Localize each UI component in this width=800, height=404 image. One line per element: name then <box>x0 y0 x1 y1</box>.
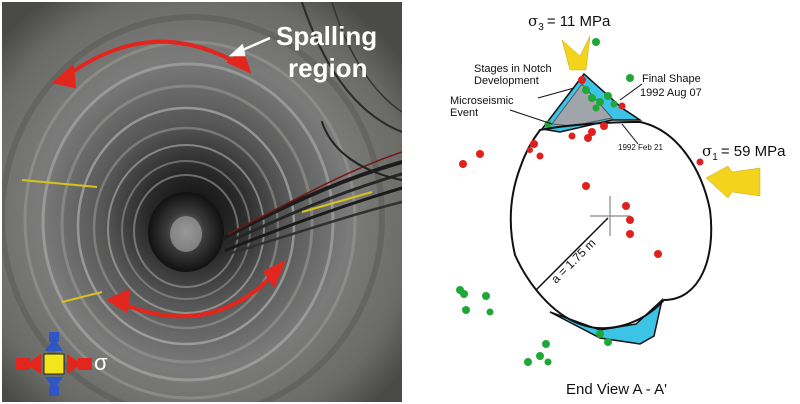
tunnel-far-light <box>170 216 202 252</box>
red-events <box>459 76 704 258</box>
leader-lines <box>509 83 643 145</box>
stages-label-line2: Development <box>474 75 539 87</box>
microseismic-label-line2: Event <box>450 107 478 119</box>
feb-label: 1992 Feb 21 <box>618 143 663 152</box>
label-pointer-arrow <box>228 36 271 57</box>
sigma3-label: σ3 = 11 MPa <box>528 12 611 33</box>
microseismic-label-line1: Microseismic <box>450 95 514 107</box>
spalling-arrow-top <box>51 39 252 89</box>
sigma1-label: σ1 = 59 MPa <box>702 142 786 163</box>
spalling-label-line2: region <box>288 53 367 83</box>
photo-sigma-symbol: σ <box>94 350 108 375</box>
green-events <box>456 38 634 366</box>
tunnel-outline <box>509 120 713 330</box>
final-shape-label-line1: Final Shape <box>642 73 701 85</box>
caption: End View A - A' <box>566 381 667 398</box>
sigma1-arrow <box>705 165 761 199</box>
spalling-arrow-bottom <box>105 259 286 319</box>
radius-line <box>535 217 609 291</box>
stages-label-line1: Stages in Notch <box>474 63 552 75</box>
end-view-diagram: a = 1.75 m <box>405 0 800 404</box>
borehole-photo: Spalling region σ <box>2 2 402 402</box>
final-shape-label-line2: 1992 Aug 07 <box>640 87 702 99</box>
spalling-label-line1: Spalling <box>276 21 377 51</box>
center-cross <box>590 196 630 236</box>
stress-direction-icon <box>16 332 92 396</box>
cables <box>222 2 402 256</box>
yellow-survey-marks <box>21 179 373 303</box>
sigma3-arrow <box>561 35 591 71</box>
